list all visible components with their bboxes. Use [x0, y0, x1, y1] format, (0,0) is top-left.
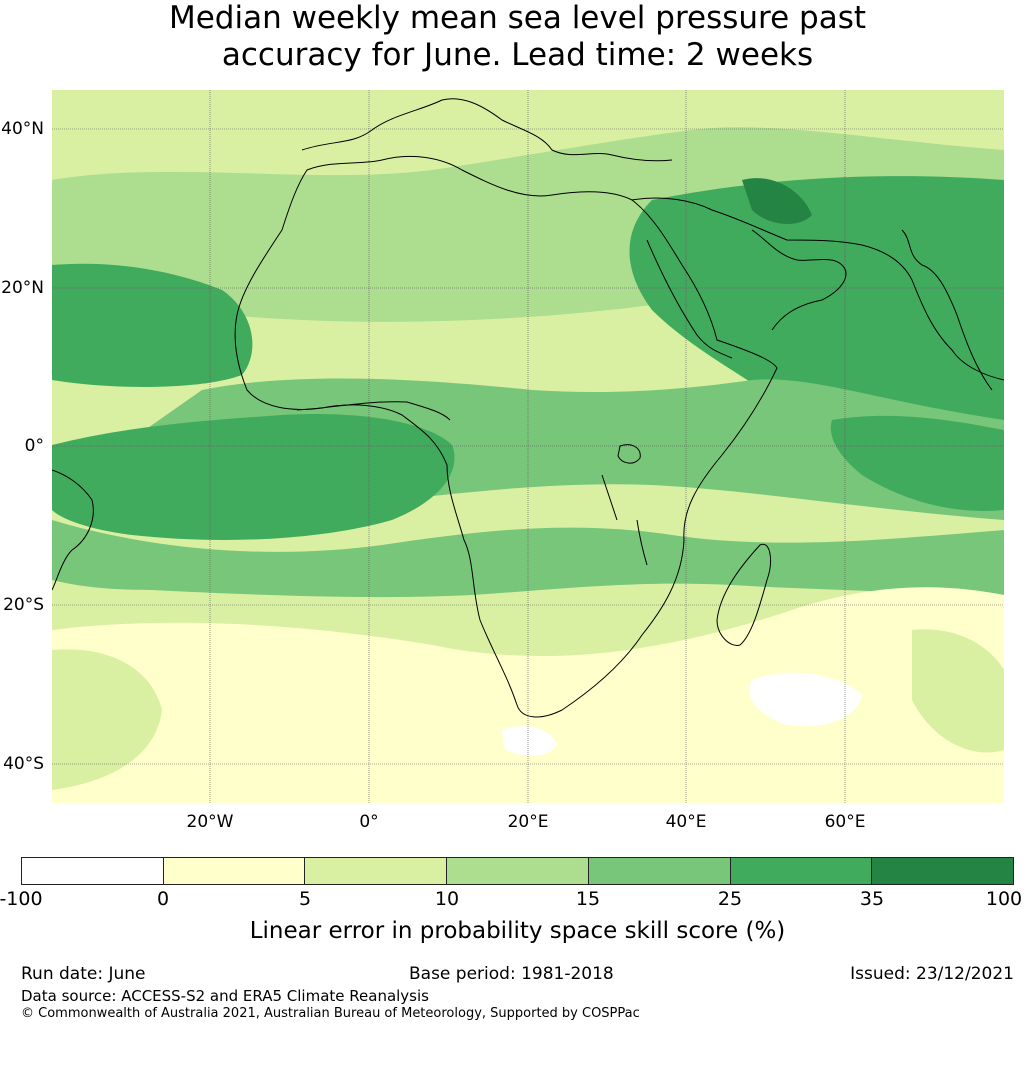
copyright-notice: © Commonwealth of Australia 2021, Austra…	[21, 1006, 640, 1021]
colorbar-segment-7	[872, 858, 1014, 884]
south-america-tip	[52, 469, 94, 591]
red-sea-coast	[646, 239, 733, 359]
colorbar-tick-6: 25	[717, 888, 743, 910]
title-line-2: accuracy for June. Lead time: 2 weeks	[221, 37, 814, 73]
colorbar-segment-2	[163, 858, 306, 884]
colorbar-segment-5	[588, 858, 731, 884]
base-period: Base period: 1981-2018	[409, 964, 614, 984]
lon-label-0: 0°	[359, 812, 379, 832]
gulf-coast	[751, 229, 847, 331]
africa-coastline	[234, 155, 778, 718]
east-african-lakes	[601, 474, 648, 566]
lon-label-20w: 20°W	[186, 812, 234, 832]
title-line-1: Median weekly mean sea level pressure pa…	[168, 0, 866, 36]
zone-south-white	[748, 672, 862, 727]
mediterranean-north-coast	[301, 98, 673, 162]
issued-date: Issued: 23/12/2021	[850, 964, 1014, 984]
zone-west-atlantic-level5	[52, 263, 253, 387]
colorbar	[21, 857, 1014, 885]
zone-southern-level2	[52, 587, 1004, 803]
colorbar-segment-6	[730, 858, 873, 884]
lat-label-20n: 20°N	[1, 278, 44, 298]
colorbar-tick-1: -100	[0, 888, 43, 910]
colorbar-tick-4: 10	[434, 888, 460, 910]
colorbar-label: Linear error in probability space skill …	[249, 918, 786, 944]
colorbar-tick-7: 35	[859, 888, 885, 910]
lat-label-40n: 40°N	[1, 119, 44, 139]
madagascar-coastline	[716, 543, 771, 646]
map-title: Median weekly mean sea level pressure pa…	[0, 0, 1035, 74]
colorbar-tick-5: 15	[575, 888, 601, 910]
skill-map-canvas	[52, 90, 1004, 803]
zone-south-indian-level3	[912, 629, 1004, 753]
lat-label-equator: 0°	[24, 436, 44, 456]
zone-south-white-2	[502, 725, 557, 756]
lon-label-40e: 40°E	[665, 812, 707, 832]
zone-indian-ocean-level5	[830, 415, 1004, 511]
lon-label-20e: 20°E	[507, 812, 549, 832]
zone-equatorial-atlantic-level5	[52, 414, 455, 540]
lon-label-60e: 60°E	[824, 812, 866, 832]
zone-south-atlantic-level3	[52, 649, 162, 790]
colorbar-tick-3: 5	[298, 888, 312, 910]
skill-map	[52, 90, 1004, 803]
coastlines	[52, 98, 1004, 718]
colorbar-tick-2: 0	[156, 888, 170, 910]
gulf-of-guinea-coast	[296, 401, 451, 421]
run-date: Run date: June	[21, 964, 146, 984]
lat-label-20s: 20°S	[3, 595, 44, 615]
graticule	[52, 90, 1004, 803]
arabia-coastline	[631, 197, 1004, 381]
data-source: Data source: ACCESS-S2 and ERA5 Climate …	[21, 987, 429, 1005]
india-coastline	[901, 229, 993, 391]
colorbar-segment-3	[305, 858, 448, 884]
colorbar-segment-4	[447, 858, 589, 884]
lat-label-40s: 40°S	[3, 754, 44, 774]
lake-victoria	[617, 444, 641, 464]
zone-arabia-level6	[742, 178, 812, 225]
colorbar-segment-1	[22, 858, 164, 884]
colorbar-tick-8: 100	[985, 888, 1023, 910]
